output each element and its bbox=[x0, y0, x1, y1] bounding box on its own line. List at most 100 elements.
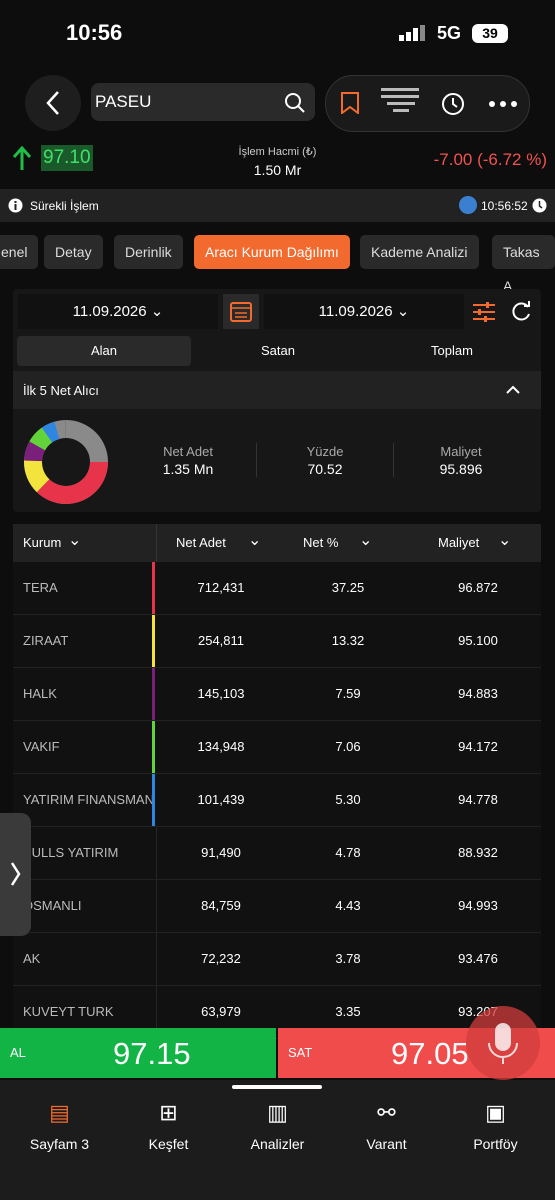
search-box[interactable]: PASEU bbox=[91, 83, 315, 121]
sell-price: 97.05 bbox=[391, 1036, 469, 1071]
voice-button[interactable] bbox=[466, 1006, 540, 1080]
signal-icon bbox=[399, 25, 427, 41]
sort-icon: ⌄ bbox=[498, 532, 512, 549]
table-row[interactable]: AK 72,232 3.78 93.476 bbox=[13, 933, 541, 986]
maliyet: 94.883 bbox=[458, 686, 498, 701]
maliyet: 95.100 bbox=[458, 633, 498, 648]
net-adet-label: Net Adet bbox=[163, 444, 213, 459]
tab[interactable]: Kademe Analizi bbox=[360, 235, 479, 269]
market-icon bbox=[459, 196, 477, 214]
donut-chart bbox=[24, 420, 109, 504]
donut-segment bbox=[41, 421, 60, 443]
nav-label[interactable]: Varant bbox=[366, 1136, 407, 1152]
summary-title: İlk 5 Net Alıcı bbox=[23, 383, 99, 398]
calendar-button[interactable] bbox=[223, 294, 259, 329]
column-header[interactable]: Net % bbox=[303, 535, 339, 550]
battery: 39 bbox=[472, 24, 508, 43]
nav-label[interactable]: Portföy bbox=[473, 1136, 518, 1152]
yuzde: 70.52 bbox=[307, 461, 343, 477]
column-header[interactable]: Kurum bbox=[23, 535, 62, 550]
kurum: KUVEYT TURK bbox=[23, 1004, 114, 1019]
segment[interactable]: Toplam bbox=[431, 343, 473, 358]
net-pct: 3.35 bbox=[335, 1004, 361, 1019]
column-header[interactable]: Maliyet bbox=[438, 535, 480, 550]
table-row[interactable]: BULLS YATIRIM 91,490 4.78 88.932 bbox=[13, 827, 541, 880]
start-date-text: 11.09.2026 bbox=[72, 303, 147, 320]
net-adet: 84,759 bbox=[201, 898, 241, 913]
collapse-icon bbox=[506, 385, 520, 394]
alert-icon[interactable] bbox=[340, 92, 360, 114]
buy-label: AL bbox=[10, 1045, 26, 1060]
nav-label[interactable]: Keşfet bbox=[148, 1136, 189, 1152]
net-pct: 4.78 bbox=[335, 845, 361, 860]
row-divider bbox=[156, 880, 157, 932]
net-adet: 254,811 bbox=[197, 633, 245, 648]
summary-header[interactable]: İlk 5 Net Alıcı bbox=[13, 371, 541, 409]
nav-label[interactable]: Sayfam 3 bbox=[29, 1136, 90, 1152]
nav-icon[interactable]: ▥ bbox=[267, 1100, 288, 1125]
nav-icon[interactable]: ⊞ bbox=[159, 1100, 178, 1125]
row-divider bbox=[156, 986, 157, 1038]
net-adet: 91,490 bbox=[201, 845, 241, 860]
buy-button[interactable]: AL 97.15 bbox=[0, 1028, 276, 1078]
row-divider bbox=[152, 562, 155, 614]
symbol: PASEU bbox=[95, 92, 152, 111]
net-adet: 101,439 bbox=[197, 792, 245, 807]
last-price: 97.10 bbox=[41, 145, 93, 171]
table-row[interactable]: HALK 145,103 7.59 94.883 bbox=[13, 668, 541, 721]
table-row[interactable]: OSMANLI 84,759 4.43 94.993 bbox=[13, 880, 541, 933]
net-adet: 1.35 Mn bbox=[162, 461, 214, 477]
row-divider bbox=[152, 721, 155, 773]
net-pct: 13.32 bbox=[331, 633, 365, 648]
tab[interactable]: Detay bbox=[44, 235, 103, 269]
maliyet: 96.872 bbox=[458, 580, 498, 595]
tab[interactable]: Takas A bbox=[492, 235, 555, 294]
segment[interactable]: Satan bbox=[261, 343, 295, 358]
buy-price: 97.15 bbox=[113, 1036, 191, 1071]
depth-icon[interactable] bbox=[381, 88, 421, 118]
table-row[interactable]: YATIRIM FINANSMAN 101,439 5.30 94.778 bbox=[13, 774, 541, 827]
session-bar: Sürekli İşlem 10:56:52 bbox=[0, 189, 555, 222]
kurum: OSMANLI bbox=[23, 898, 82, 913]
end-date-text: 11.09.2026 bbox=[318, 303, 393, 320]
filter-panel: 11.09.2026 ⌄ 11.09.2026 ⌄ Alan Satan Topla… bbox=[13, 289, 541, 512]
column-divider bbox=[156, 524, 157, 562]
back-button[interactable] bbox=[25, 75, 81, 131]
settings-icon[interactable] bbox=[472, 301, 496, 323]
net-pct: 37.25 bbox=[331, 580, 365, 595]
donut-segment bbox=[29, 427, 53, 451]
table-row[interactable]: ZIRAAT 254,811 13.32 95.100 bbox=[13, 615, 541, 668]
nav-icon[interactable]: ▣ bbox=[485, 1100, 506, 1125]
tab[interactable]: enel bbox=[0, 235, 39, 269]
volume-label: İşlem Hacmi (₺) bbox=[238, 146, 317, 158]
end-date[interactable]: 11.09.2026 ⌄ bbox=[264, 294, 464, 329]
tab[interactable]: Aracı Kurum Dağılımı bbox=[194, 235, 350, 269]
table-header: Kurum ⌄ Net Adet ⌄ Net % ⌄ Maliyet ⌄ bbox=[13, 524, 541, 562]
column-header[interactable]: Net Adet bbox=[176, 535, 226, 550]
more-icon[interactable] bbox=[488, 100, 518, 108]
kurum: VAKIF bbox=[23, 739, 60, 754]
segment[interactable]: Alan bbox=[17, 336, 191, 366]
table-row[interactable]: TERA 712,431 37.25 96.872 bbox=[13, 562, 541, 615]
action-bar bbox=[325, 75, 530, 132]
nav-icon[interactable]: ▤ bbox=[49, 1100, 70, 1125]
alarm-icon[interactable] bbox=[439, 89, 467, 117]
side-handle[interactable] bbox=[0, 813, 31, 936]
nav-icon[interactable]: ⚯ bbox=[377, 1100, 396, 1125]
tab[interactable]: Derinlik bbox=[114, 235, 183, 269]
start-date[interactable]: 11.09.2026 ⌄ bbox=[18, 294, 218, 329]
divider bbox=[256, 443, 257, 477]
kurum: TERA bbox=[23, 580, 58, 595]
net-pct: 7.06 bbox=[335, 739, 361, 754]
table-row[interactable]: VAKIF 134,948 7.06 94.172 bbox=[13, 721, 541, 774]
up-arrow bbox=[12, 146, 32, 170]
volume: 1.50 Mr bbox=[253, 162, 302, 178]
bottom-nav: ▤ Sayfam 3 ⊞ Keşfet ▥ Analizler ⚯ Varant ▣ Portfö… bbox=[0, 1080, 555, 1200]
nav-label[interactable]: Analizler bbox=[250, 1136, 305, 1152]
refresh-icon[interactable] bbox=[510, 301, 532, 323]
donut-segment bbox=[36, 462, 108, 504]
donut-segment bbox=[24, 460, 50, 493]
kurum: HALK bbox=[23, 686, 57, 701]
net-adet: 63,979 bbox=[201, 1004, 241, 1019]
maliyet: 95.896 bbox=[439, 461, 483, 477]
